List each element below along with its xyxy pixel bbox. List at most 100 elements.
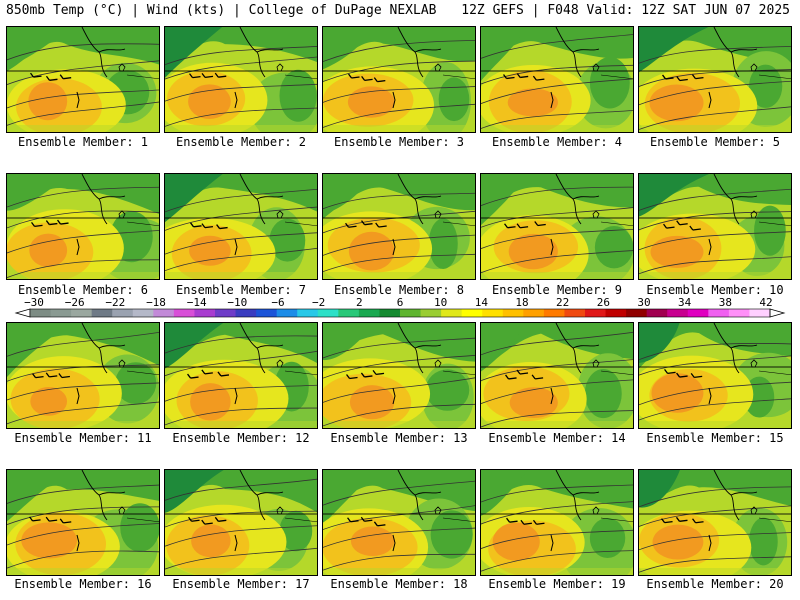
- ensemble-map-panel: [322, 322, 476, 429]
- colorbar-tick-label: −30: [24, 296, 44, 309]
- ensemble-member-caption: Ensemble Member: 13: [330, 431, 468, 445]
- ensemble-map-panel: [638, 26, 792, 133]
- colorbar-swatch: [358, 309, 380, 317]
- ensemble-map-panel: [164, 173, 318, 280]
- ensemble-member-caption: Ensemble Member: 8: [333, 283, 465, 297]
- colorbar-swatch: [543, 309, 565, 317]
- ensemble-map-panel: [6, 173, 160, 280]
- ensemble-map-panel: [6, 469, 160, 576]
- colorbar-swatch: [153, 309, 175, 317]
- colorbar-tick-label: 26: [596, 296, 610, 309]
- ensemble-map-panel: [638, 469, 792, 576]
- colorbar-swatch: [235, 309, 257, 317]
- colorbar-swatch: [585, 309, 607, 317]
- ensemble-member-caption: Ensemble Member: 15: [646, 431, 784, 445]
- colorbar-swatch: [687, 309, 709, 317]
- colorbar-swatch: [215, 309, 237, 317]
- colorbar-tick-label: 22: [556, 296, 570, 309]
- colorbar-swatch: [708, 309, 730, 317]
- colorbar-tick-label: −14: [186, 296, 207, 309]
- colorbar-swatch: [523, 309, 545, 317]
- colorbar-right-arrow: [769, 308, 786, 318]
- ensemble-map-panel: [322, 26, 476, 133]
- ensemble-map-panel: [322, 173, 476, 280]
- colorbar-left-arrow: [14, 308, 31, 318]
- ensemble-map-panel: [480, 322, 634, 429]
- ensemble-map-panel: [638, 173, 792, 280]
- colorbar-swatch: [441, 309, 463, 317]
- ensemble-map-panel: [6, 322, 160, 429]
- colorbar-swatch: [132, 309, 154, 317]
- colorbar-swatch: [605, 309, 627, 317]
- colorbar-tick-label: −10: [227, 296, 248, 309]
- ensemble-member-caption: Ensemble Member: 11: [14, 431, 152, 445]
- temperature-colorbar: [14, 308, 786, 318]
- ensemble-map-panel: [164, 322, 318, 429]
- colorbar-swatch: [173, 309, 195, 317]
- colorbar-tick-label: 42: [759, 296, 773, 309]
- colorbar-swatch: [564, 309, 586, 317]
- colorbar-tick-label: 2: [356, 296, 363, 309]
- ensemble-member-caption: Ensemble Member: 16: [14, 577, 152, 591]
- colorbar-tick-label: 30: [637, 296, 651, 309]
- ensemble-member-caption: Ensemble Member: 5: [649, 135, 781, 149]
- colorbar-swatch: [749, 309, 771, 317]
- colorbar-swatch: [502, 309, 524, 317]
- ensemble-member-caption: Ensemble Member: 2: [175, 135, 307, 149]
- ensemble-member-caption: Ensemble Member: 19: [488, 577, 626, 591]
- colorbar-tick-label: −22: [105, 296, 126, 309]
- colorbar-tick-label: 18: [515, 296, 529, 309]
- ensemble-map-panel: [322, 469, 476, 576]
- ensemble-map-panel: [480, 469, 634, 576]
- colorbar-swatch: [728, 309, 750, 317]
- colorbar-tick-label: −2: [312, 296, 326, 309]
- colorbar-tick-label: 38: [718, 296, 732, 309]
- colorbar-swatch: [50, 309, 72, 317]
- colorbar-tick-label: 34: [678, 296, 692, 309]
- colorbar-swatch: [461, 309, 483, 317]
- run-valid-time: 12Z GEFS | F048 Valid: 12Z SAT JUN 07 20…: [461, 3, 790, 18]
- colorbar-swatch: [400, 309, 422, 317]
- colorbar-swatch: [626, 309, 648, 317]
- colorbar-swatch: [482, 309, 504, 317]
- colorbar-swatch: [256, 309, 278, 317]
- ensemble-map-panel: [480, 26, 634, 133]
- ensemble-map-panel: [6, 26, 160, 133]
- ensemble-map-panel: [480, 173, 634, 280]
- ensemble-member-caption: Ensemble Member: 12: [172, 431, 310, 445]
- ensemble-member-caption: Ensemble Member: 18: [330, 577, 468, 591]
- colorbar-swatch: [276, 309, 298, 317]
- colorbar-swatch: [420, 309, 442, 317]
- ensemble-member-caption: Ensemble Member: 9: [491, 283, 623, 297]
- ensemble-map-panel: [638, 322, 792, 429]
- colorbar-swatch: [317, 309, 339, 317]
- colorbar-tick-label: 6: [396, 296, 404, 309]
- colorbar-tick-label: 14: [474, 296, 488, 309]
- colorbar-swatch: [112, 309, 134, 317]
- colorbar-swatch: [646, 309, 668, 317]
- ensemble-map-panel: [164, 26, 318, 133]
- colorbar-tick-label: 10: [434, 296, 448, 309]
- colorbar-swatch: [379, 309, 401, 317]
- colorbar-swatch: [91, 309, 113, 317]
- ensemble-member-caption: Ensemble Member: 20: [646, 577, 784, 591]
- ensemble-member-caption: Ensemble Member: 17: [172, 577, 310, 591]
- colorbar-swatch: [30, 309, 52, 317]
- ensemble-member-caption: Ensemble Member: 14: [488, 431, 626, 445]
- ensemble-member-caption: Ensemble Member: 3: [333, 135, 465, 149]
- ensemble-member-caption: Ensemble Member: 6: [17, 283, 149, 297]
- colorbar-tick-label: −26: [64, 296, 85, 309]
- ensemble-member-caption: Ensemble Member: 10: [646, 283, 784, 297]
- colorbar-swatch: [194, 309, 216, 317]
- colorbar-swatch: [297, 309, 319, 317]
- colorbar-swatch: [71, 309, 93, 317]
- ensemble-member-caption: Ensemble Member: 1: [17, 135, 149, 149]
- colorbar-tick-label: −18: [146, 296, 166, 309]
- map-title: 850mb Temp (°C) | Wind (kts) | College o…: [6, 3, 437, 18]
- colorbar-swatch: [338, 309, 360, 317]
- colorbar-swatch: [667, 309, 689, 317]
- ensemble-map-panel: [164, 469, 318, 576]
- colorbar-tick-label: −6: [271, 296, 285, 309]
- ensemble-member-caption: Ensemble Member: 7: [175, 283, 307, 297]
- ensemble-member-caption: Ensemble Member: 4: [491, 135, 623, 149]
